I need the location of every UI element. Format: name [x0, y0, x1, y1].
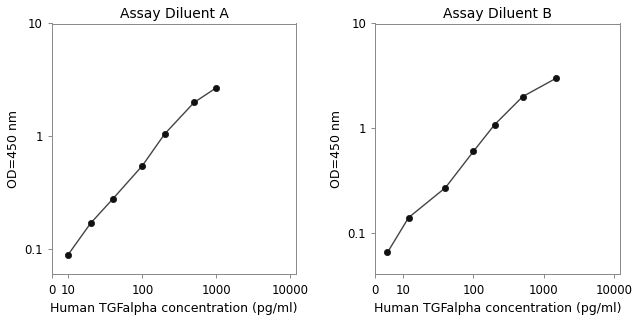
X-axis label: Human TGFalpha concentration (pg/ml): Human TGFalpha concentration (pg/ml) — [374, 302, 621, 315]
Y-axis label: OD=450 nm: OD=450 nm — [7, 110, 20, 188]
X-axis label: Human TGFalpha concentration (pg/ml): Human TGFalpha concentration (pg/ml) — [51, 302, 298, 315]
Y-axis label: OD=450 nm: OD=450 nm — [330, 110, 343, 188]
Title: Assay Diluent A: Assay Diluent A — [120, 7, 228, 21]
Title: Assay Diluent B: Assay Diluent B — [443, 7, 552, 21]
